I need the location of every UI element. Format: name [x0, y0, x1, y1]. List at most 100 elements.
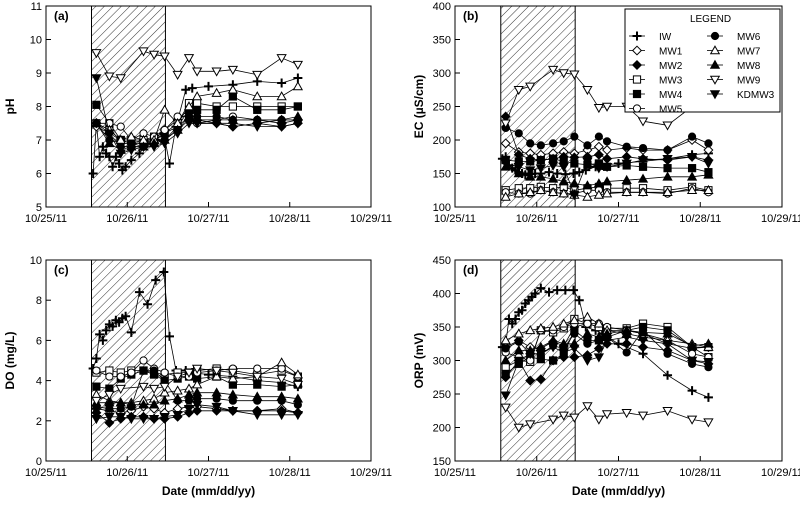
legend-entry-mw2: MW2	[629, 59, 683, 72]
data-point	[115, 149, 126, 159]
legend-title: LEGEND	[690, 14, 731, 25]
data-point	[593, 178, 605, 188]
data-point	[91, 353, 101, 363]
data-point	[583, 319, 592, 328]
y-tick-label: 4	[36, 376, 42, 388]
data-point	[91, 74, 102, 84]
series-mw9	[91, 364, 304, 407]
data-point	[582, 402, 593, 412]
y-tick-label: 250	[433, 102, 451, 114]
data-point	[536, 283, 546, 293]
data-point	[526, 139, 535, 148]
data-point	[159, 104, 170, 114]
data-point	[159, 412, 170, 423]
x-tick-label: 10/26/11	[106, 213, 148, 225]
data-point	[191, 387, 203, 397]
y-tick-label: 100	[433, 202, 451, 214]
data-point	[127, 368, 136, 377]
x-tick-label: 10/28/11	[679, 213, 721, 225]
data-point	[547, 65, 559, 75]
series-mw8	[91, 387, 304, 409]
y-tick-label: 150	[433, 456, 451, 468]
data-point	[115, 384, 126, 394]
data-point	[594, 132, 603, 141]
y-tick-label: 10	[30, 35, 42, 47]
y-tick-label: 450	[433, 255, 451, 267]
data-point	[108, 162, 118, 172]
data-point	[181, 85, 191, 95]
data-point	[211, 387, 222, 397]
panel-b: 100 150 200 250 300 350 400 10/25/11 10/26/11 10/…	[412, 1, 800, 225]
data-point	[602, 153, 613, 164]
data-point	[593, 141, 604, 152]
x-tick-label: 10/27/11	[187, 213, 229, 225]
data-point	[227, 119, 239, 129]
data-point	[126, 131, 137, 141]
data-point	[252, 372, 263, 382]
data-point	[148, 414, 160, 425]
legend-label: KDMW3	[737, 90, 775, 101]
data-point	[183, 119, 195, 129]
y-tick-label: 150	[433, 169, 451, 181]
legend-entry-mw5: MW5	[629, 104, 683, 116]
data-point	[637, 411, 649, 421]
data-point	[227, 65, 239, 75]
legend-entry-kdmw3: KDMW3	[707, 90, 775, 101]
data-point	[513, 188, 524, 198]
data-point	[525, 166, 536, 176]
data-point	[91, 49, 102, 59]
data-point	[183, 368, 195, 378]
legend-label: MW5	[659, 105, 683, 116]
data-point	[148, 50, 160, 60]
data-point	[621, 333, 632, 343]
data-point	[104, 417, 115, 428]
data-point	[686, 184, 698, 195]
data-point	[662, 328, 673, 338]
data-point	[593, 164, 605, 174]
data-point	[547, 173, 559, 183]
data-point	[637, 117, 649, 127]
y-tick-label: 2	[36, 416, 42, 428]
data-point	[703, 338, 714, 348]
data-point	[569, 344, 580, 354]
data-point	[204, 81, 213, 91]
data-point	[593, 318, 605, 328]
data-point	[276, 357, 287, 367]
y-tick-label: 5	[36, 202, 42, 214]
legend-marker	[709, 45, 721, 55]
data-point	[292, 81, 304, 91]
data-point	[191, 91, 203, 101]
data-point	[211, 366, 222, 376]
data-point	[582, 85, 593, 96]
data-point	[134, 287, 144, 297]
data-point	[686, 415, 698, 425]
data-point	[276, 410, 287, 421]
data-point	[601, 410, 613, 420]
x-tick-label: 10/27/11	[187, 467, 229, 479]
x-tick-label: 10/26/11	[516, 467, 558, 479]
data-point	[558, 338, 569, 348]
data-point	[121, 162, 131, 172]
data-point	[544, 167, 554, 177]
data-point	[228, 102, 237, 111]
y-tick-label: 350	[433, 322, 451, 334]
legend-entry-mw9: MW9	[707, 76, 761, 87]
data-point	[211, 87, 222, 97]
data-point	[662, 154, 673, 165]
data-point	[104, 129, 115, 139]
data-point	[525, 82, 536, 92]
data-point	[148, 142, 160, 153]
x-tick-label: 10/29/11	[350, 213, 392, 225]
x-tick-label: 10/27/11	[597, 213, 639, 225]
data-point	[525, 420, 536, 430]
data-point	[149, 366, 159, 375]
y-tick-label: 8	[36, 102, 42, 114]
data-point	[558, 163, 569, 173]
data-point	[525, 375, 536, 386]
data-point	[228, 92, 237, 101]
legend-entry-mw6: MW6	[707, 31, 761, 43]
data-point	[549, 154, 558, 163]
x-axis-label: Date (mm/dd/yy)	[572, 484, 665, 498]
shaded-interval	[91, 259, 166, 462]
panel-d: 150 200 250 300 350 400 450 10/25/11 10/26/11 10/…	[412, 255, 800, 498]
